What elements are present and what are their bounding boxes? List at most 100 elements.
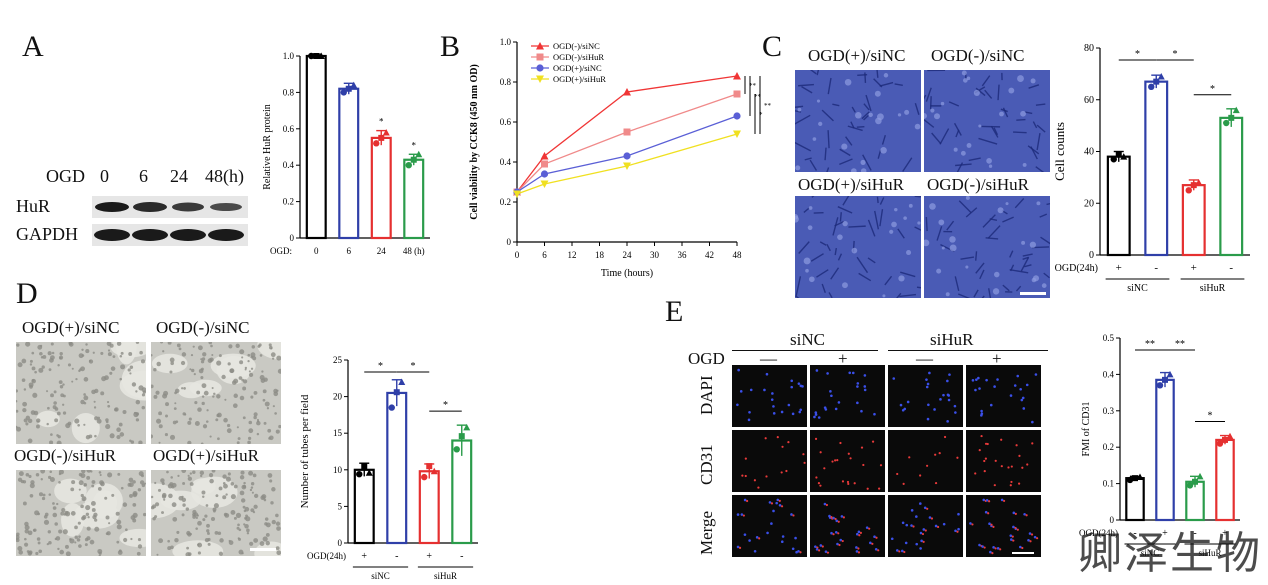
dapi-dot: [834, 407, 838, 411]
cd31-dot: [902, 482, 905, 485]
cell-dot: [171, 502, 177, 508]
blot-row-hur: HuR: [16, 196, 51, 216]
cell-dot: [166, 470, 169, 474]
cell-mark: [804, 157, 812, 161]
cell-dot: [136, 551, 141, 556]
cell-dot: [206, 523, 210, 528]
y-tick-label: 0.8: [500, 77, 512, 87]
cd31-dot: [990, 523, 993, 526]
cd31-dot: [1000, 465, 1003, 468]
cell-mark: [856, 256, 869, 274]
cd31-dot: [738, 546, 742, 549]
cell-dot: [168, 493, 173, 499]
cell-dot: [223, 512, 228, 517]
cell-dot: [217, 437, 220, 441]
cell-dot: [83, 393, 86, 396]
data-point: [1196, 472, 1204, 480]
cell-mark: [939, 128, 950, 145]
dapi-dot: [857, 530, 861, 534]
dapi-dot: [923, 506, 927, 510]
cell-mark: [795, 114, 811, 125]
cell-dot: [161, 494, 167, 499]
dapi-dot: [920, 539, 923, 543]
x-tick-label: 42: [705, 250, 714, 260]
cd31-dot: [1026, 463, 1029, 466]
significance-mark: **: [1145, 339, 1155, 350]
cell-mark: [879, 197, 885, 205]
pore-mark: [894, 207, 898, 212]
cell-mark: [975, 262, 985, 274]
pore-mark: [891, 221, 897, 228]
y-tick-label: 0.2: [283, 197, 294, 207]
pore-mark: [1017, 75, 1024, 82]
dapi-dot: [925, 378, 928, 381]
dapi-dot: [992, 546, 995, 549]
cell-dot: [172, 516, 178, 522]
cell-dot: [112, 355, 116, 359]
cell-dot: [29, 385, 33, 389]
cell-dot: [201, 401, 205, 406]
fluor-cell-dapi: [732, 365, 807, 427]
cd31-dot: [765, 475, 768, 478]
cell-dot: [81, 516, 86, 521]
cd31-dot: [802, 453, 805, 456]
dapi-dot: [743, 498, 747, 502]
cell-dot: [114, 407, 118, 412]
dapi-dot: [892, 377, 896, 380]
pore-mark: [949, 236, 956, 243]
dapi-dot: [765, 372, 769, 376]
cell-dot: [35, 472, 40, 477]
cell-mark: [801, 86, 813, 94]
micro-d-label-3: OGD(-)/siHuR: [14, 446, 116, 465]
chart-e-fmi: 0 0.1 0.2 0.3 0.4 0.5 - + - + OGD(24h) siNC siHuR FMI…: [1079, 333, 1240, 558]
cell-dot: [24, 529, 29, 534]
fluor-cell-dapi: [810, 365, 885, 427]
cell-dot: [247, 353, 251, 357]
cell-dot: [218, 354, 222, 358]
dapi-dot: [873, 412, 876, 416]
pore-mark: [808, 206, 813, 210]
cd31-dot: [1021, 466, 1024, 469]
dapi-dot: [982, 498, 986, 502]
cell-dot: [169, 370, 173, 374]
cd31-dot: [908, 456, 911, 459]
cell-dot: [56, 411, 61, 416]
cell-dot: [70, 510, 76, 516]
micro-c-2: [924, 70, 1050, 172]
pore-mark: [986, 158, 992, 164]
cell-dot: [155, 390, 160, 395]
cd31-dot: [1000, 438, 1003, 441]
dapi-dot: [905, 523, 909, 527]
cell-dot: [276, 355, 281, 361]
cell-dot: [230, 482, 235, 486]
data-point: [1132, 475, 1138, 482]
cd31-dot: [846, 480, 850, 484]
significance-mark: **: [749, 82, 757, 90]
bar: [370, 136, 392, 240]
cd31-dot: [878, 487, 881, 490]
data-point: [1186, 482, 1194, 489]
cell-dot: [108, 522, 111, 525]
e-sign-1: —: [760, 349, 777, 368]
y-tick-label: 0.6: [500, 117, 512, 127]
pore-mark: [917, 221, 921, 225]
dapi-dot: [790, 385, 794, 389]
x-axis-label: Time (hours): [601, 268, 653, 279]
cell-dot: [244, 368, 247, 371]
cell-dot: [248, 470, 254, 476]
y-tick-label: 0.5: [1103, 333, 1115, 343]
significance-mark: *: [378, 361, 383, 372]
bar: [1106, 155, 1131, 257]
data-point: [1120, 153, 1128, 160]
x-tick-label: 24: [377, 246, 387, 256]
cell-dot: [158, 538, 164, 544]
cell-dot: [46, 390, 49, 393]
cd31-dot: [742, 514, 745, 517]
cd31-dot: [744, 474, 747, 478]
significance-mark: *: [1208, 411, 1213, 422]
cell-dot: [228, 344, 233, 349]
cell-dot: [35, 551, 39, 556]
cell-dot: [139, 480, 145, 485]
data-point: [1148, 83, 1155, 91]
x-sign-label: -: [1154, 262, 1158, 274]
